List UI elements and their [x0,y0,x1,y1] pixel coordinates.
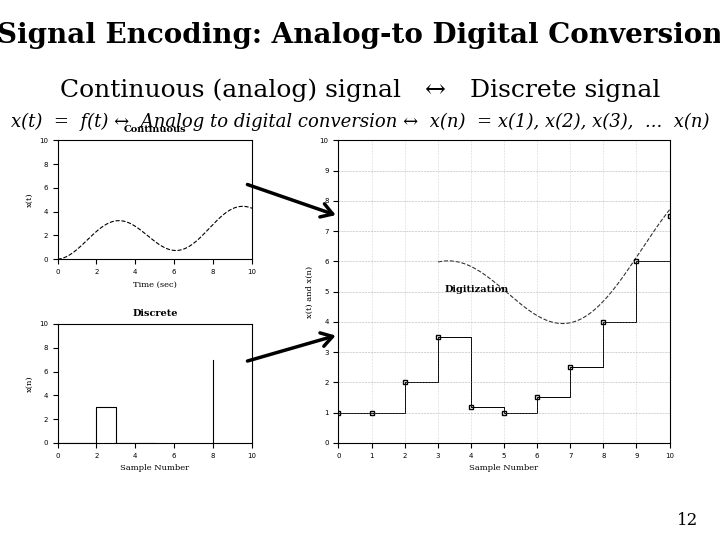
Title: Discrete: Discrete [132,309,178,318]
Text: 12: 12 [677,512,698,529]
Text: Continuous (analog) signal   ↔   Discrete signal: Continuous (analog) signal ↔ Discrete si… [60,78,660,102]
Title: Continuous: Continuous [124,125,186,134]
Text: Digitization: Digitization [444,285,508,294]
X-axis label: Sample Number: Sample Number [120,464,189,472]
X-axis label: Sample Number: Sample Number [469,464,539,472]
Text: Signal Encoding: Analog-to Digital Conversion: Signal Encoding: Analog-to Digital Conve… [0,22,720,49]
Y-axis label: x(t): x(t) [25,192,33,207]
Y-axis label: x(t) and x(n): x(t) and x(n) [306,266,314,318]
Y-axis label: x(n): x(n) [25,375,33,391]
Text: x(t)  =  f(t) ↔  Analog to digital conversion ↔  x(n)  = x(1), x(2), x(3),  ... : x(t) = f(t) ↔ Analog to digital conversi… [11,112,709,131]
X-axis label: Time (sec): Time (sec) [133,280,176,288]
